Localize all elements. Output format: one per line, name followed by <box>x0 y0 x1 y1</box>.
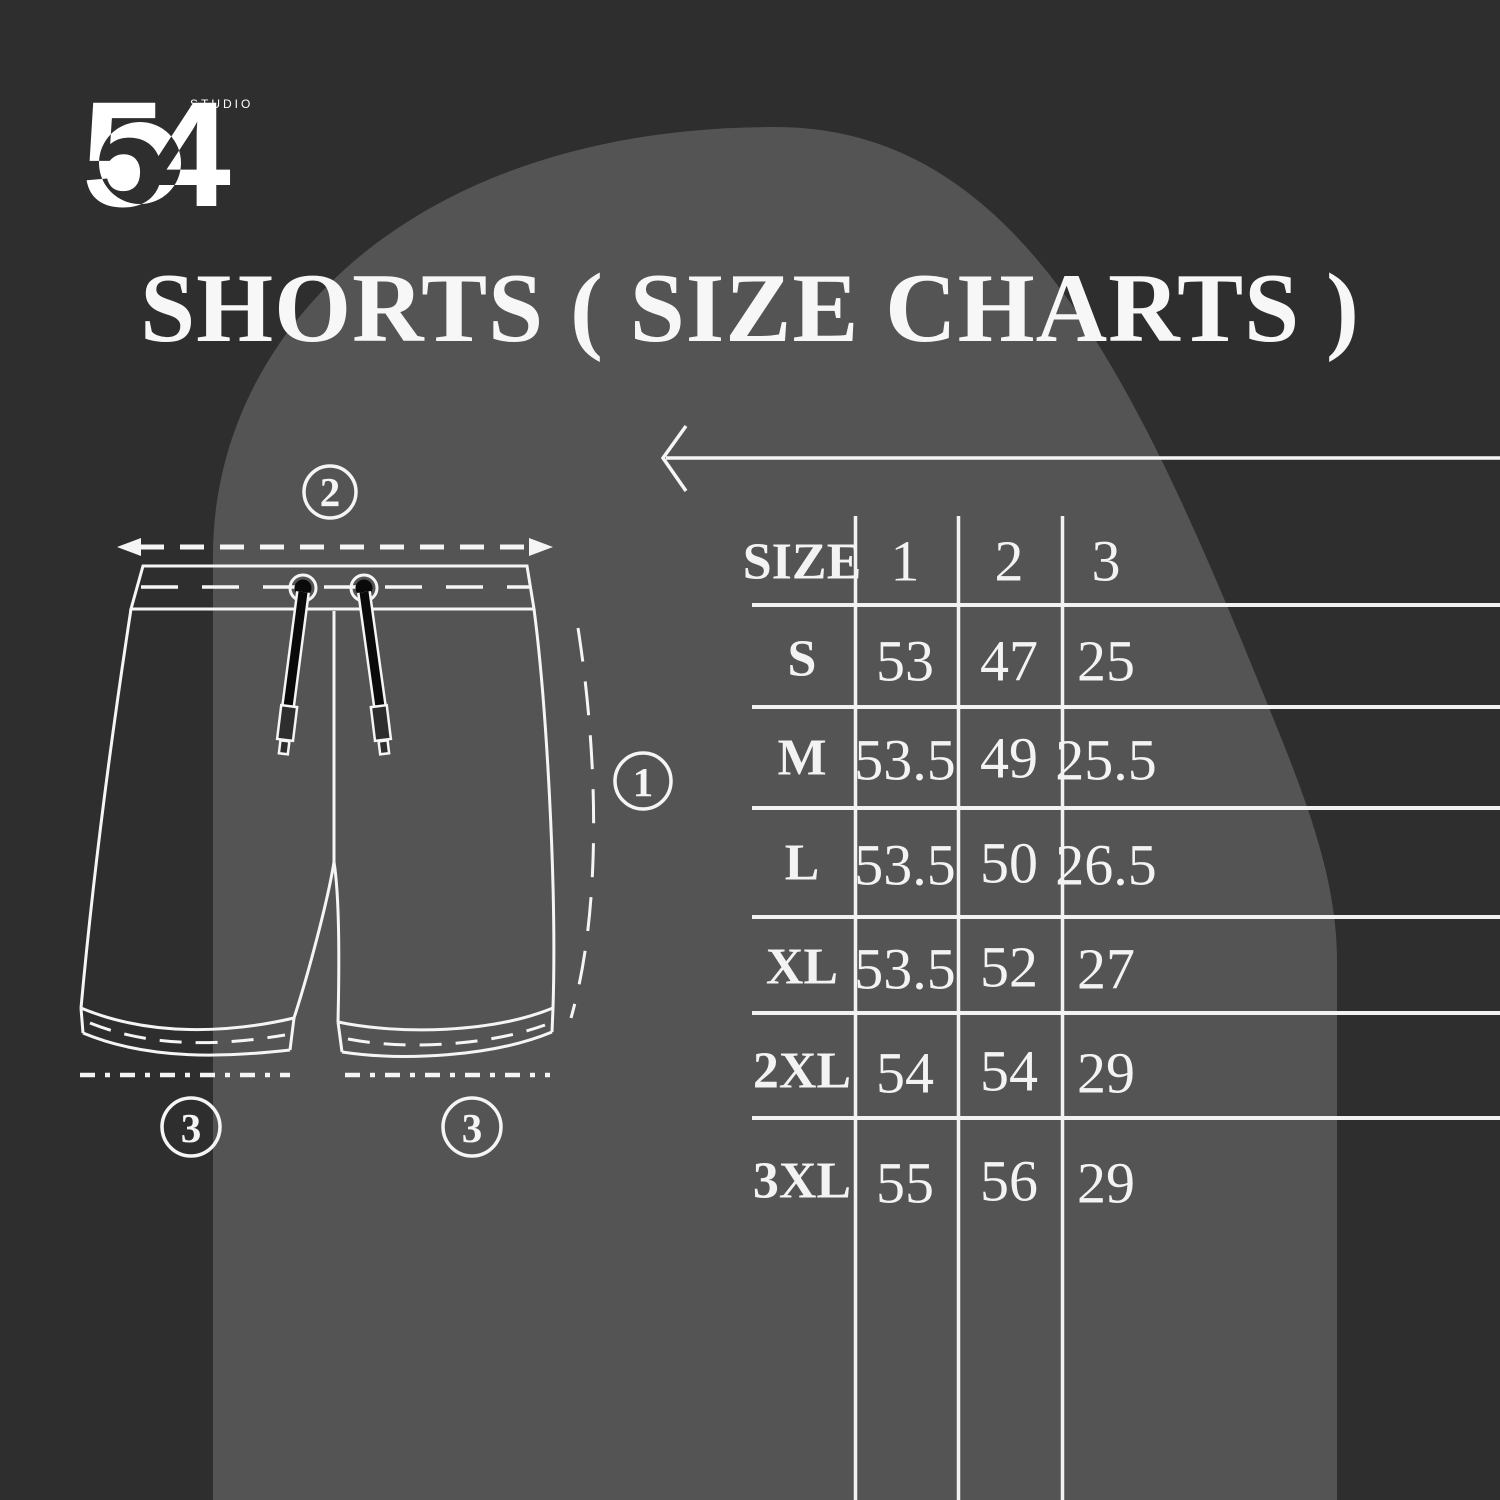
table-grid <box>752 516 1500 1500</box>
col-header-2: 2 <box>994 528 1024 594</box>
logo-number-knockout: 54 <box>82 75 230 225</box>
col-header-size: SIZE <box>742 533 862 591</box>
table-value: 47 <box>980 628 1038 694</box>
callout-length: 1 <box>613 751 673 811</box>
table-value: 25 <box>1077 628 1135 694</box>
shorts-waistband <box>129 564 536 611</box>
hem-left <box>79 1006 296 1057</box>
page-title: SHORTS ( SIZE CHARTS ) <box>140 254 1360 363</box>
col-header-1: 1 <box>890 528 920 594</box>
callout-hem-right: 3 <box>441 1096 503 1158</box>
table-value: 29 <box>1077 1150 1135 1216</box>
table-value: 55 <box>876 1150 934 1216</box>
arch-shape <box>213 127 1337 1500</box>
logo-circle <box>99 122 181 204</box>
hem-right <box>336 1006 555 1058</box>
drawstring-left <box>275 591 310 756</box>
waist-measure-line <box>117 538 553 556</box>
svg-text:3: 3 <box>181 1105 202 1151</box>
svg-text:2: 2 <box>320 469 341 515</box>
table-value: 53 <box>876 628 934 694</box>
length-measure-line <box>569 627 596 1019</box>
row-label: M <box>777 729 827 787</box>
left-arrow-icon <box>660 424 1500 493</box>
svg-text:1: 1 <box>633 759 654 805</box>
table-value: 53.5 <box>854 936 956 1002</box>
row-label: XL <box>765 938 839 996</box>
shorts-body <box>79 608 556 1023</box>
table-value: 26.5 <box>1055 832 1157 898</box>
row-label: L <box>784 834 820 892</box>
row-label: 3XL <box>752 1152 852 1210</box>
table-value: 50 <box>980 830 1038 896</box>
table-value: 29 <box>1077 1040 1135 1106</box>
table-value: 54 <box>876 1040 934 1106</box>
arrowhead-right-icon <box>529 538 553 556</box>
row-label: S <box>787 630 817 688</box>
row-label: 2XL <box>752 1042 852 1100</box>
drawstring-right <box>357 591 393 756</box>
logo-studio-label: STUDIO <box>190 97 253 111</box>
callout-waist: 2 <box>302 464 358 520</box>
table-value: 53.5 <box>854 727 956 793</box>
svg-text:3: 3 <box>462 1105 483 1151</box>
table-value: 53.5 <box>854 832 956 898</box>
callout-hem-left: 3 <box>160 1096 222 1158</box>
table-value: 56 <box>980 1148 1038 1214</box>
table-value: 52 <box>980 934 1038 1000</box>
brand-logo: 54 54 STUDIO <box>82 75 253 225</box>
arrowhead-left-icon <box>117 538 141 556</box>
table-value: 54 <box>980 1038 1038 1104</box>
col-header-3: 3 <box>1091 528 1121 594</box>
table-value: 27 <box>1077 936 1135 1002</box>
table-value: 49 <box>980 725 1038 791</box>
table-value: 25.5 <box>1055 727 1157 793</box>
